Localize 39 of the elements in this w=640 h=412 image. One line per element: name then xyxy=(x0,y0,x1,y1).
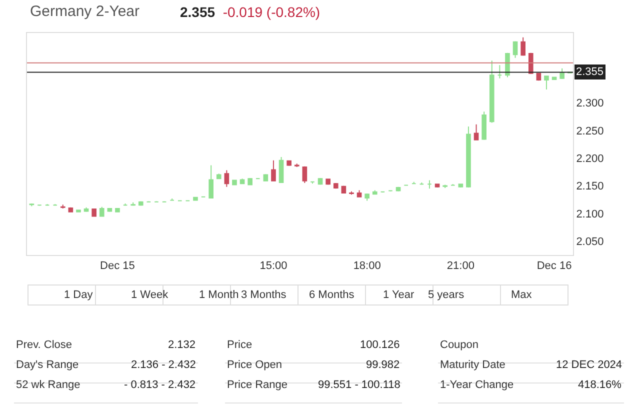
y-tick-label: 2.200 xyxy=(576,152,604,165)
text: Maturity Date xyxy=(440,359,506,371)
text: Max xyxy=(511,289,532,301)
chart-title: Germany 2-Year xyxy=(30,3,140,20)
text: Price xyxy=(227,339,252,351)
y-tick-label: 2.150 xyxy=(576,180,604,193)
text: 12 DEC 2024 xyxy=(556,359,622,371)
x-tick-label: 21:00 xyxy=(446,260,474,272)
text: 3 Months xyxy=(241,289,287,301)
text: 1-Year Change xyxy=(440,379,514,391)
text: 99.982 xyxy=(366,359,400,371)
text: 1 Year xyxy=(383,289,415,301)
text: 100.126 xyxy=(360,339,400,351)
text: 1 Day xyxy=(64,289,94,301)
y-tick-label: 2.250 xyxy=(576,125,604,138)
ref-line-label: 2.355 xyxy=(576,66,604,78)
text: 2.132 xyxy=(168,339,196,351)
y-tick-label: 2.100 xyxy=(576,208,604,220)
x-tick-label: Dec 15 xyxy=(100,260,135,272)
x-tick-label: 15:00 xyxy=(260,260,288,272)
text: 6 Months xyxy=(309,289,355,301)
text: 418.16% xyxy=(578,379,622,391)
text: 1 Week xyxy=(131,289,169,301)
x-tick-label: Dec 16 xyxy=(536,260,572,272)
chart-subtitle: 2.355 -0.019 (-0.82%) xyxy=(180,4,320,20)
text: 1 Month xyxy=(199,289,239,301)
text: - 0.813 - 2.432 xyxy=(124,379,196,391)
text: 2.136 - 2.432 xyxy=(131,359,196,371)
text: 5 years xyxy=(428,289,465,301)
text: Price Range xyxy=(227,379,288,391)
text: Price Open xyxy=(227,359,282,371)
text: 99.551 - 100.118 xyxy=(318,379,400,391)
x-tick-label: 18:00 xyxy=(353,260,381,272)
text: Day's Range xyxy=(16,359,79,371)
text: Prev. Close xyxy=(16,339,72,351)
y-tick-label: 2.300 xyxy=(576,98,604,110)
y-tick-label: 2.050 xyxy=(576,236,604,248)
text: Coupon xyxy=(440,339,479,351)
text: 52 wk Range xyxy=(16,379,80,391)
